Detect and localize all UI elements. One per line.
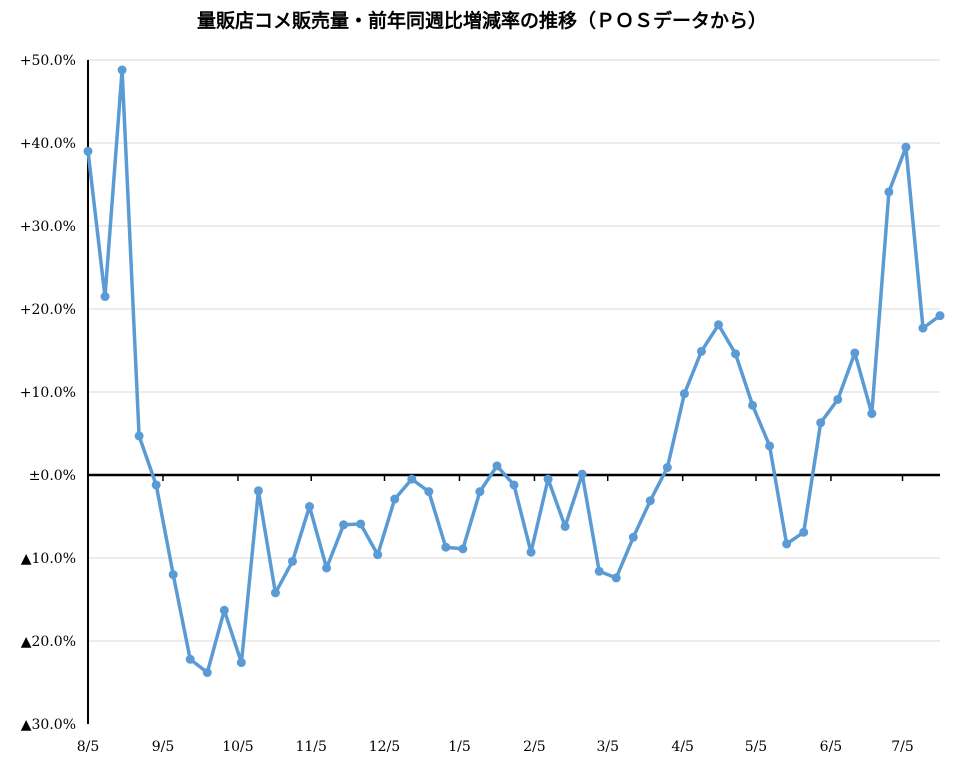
y-tick-label: +50.0% [20, 53, 76, 69]
data-point [782, 539, 792, 549]
x-tick-label: 4/5 [671, 739, 694, 755]
x-tick-label: 11/5 [295, 739, 326, 755]
data-point [100, 292, 110, 302]
x-tick-label: 5/5 [745, 739, 768, 755]
data-point [526, 547, 536, 557]
y-tick-label: +40.0% [20, 136, 76, 152]
x-tick-label: 9/5 [152, 739, 175, 755]
data-point [424, 487, 434, 497]
y-tick-label: ▲10.0% [21, 551, 76, 567]
data-point [679, 389, 689, 399]
data-point [339, 520, 349, 530]
data-point [407, 474, 417, 484]
data-point [628, 532, 638, 542]
data-point [594, 566, 604, 576]
data-point [543, 474, 553, 484]
data-point [202, 668, 212, 678]
data-point [645, 496, 655, 506]
data-point [390, 494, 400, 504]
data-point [935, 311, 945, 321]
x-tick-label: 2/5 [523, 739, 546, 755]
data-point [816, 418, 826, 428]
x-tick-label: 7/5 [891, 739, 914, 755]
chart-title: 量販店コメ販売量・前年同週比増減率の推移（ＰＯＳデータから） [196, 10, 767, 32]
data-point [373, 550, 383, 560]
y-tick-label: ▲20.0% [21, 634, 76, 650]
series-line [86, 68, 942, 675]
data-point [287, 556, 297, 566]
data-point [168, 570, 178, 580]
data-point [134, 431, 144, 441]
y-tick-label: +20.0% [20, 302, 76, 318]
data-point [867, 409, 877, 419]
data-point [748, 400, 758, 410]
data-point [731, 349, 741, 359]
data-point [901, 142, 911, 152]
data-point [270, 588, 280, 598]
data-point [611, 573, 621, 583]
x-tick-label: 12/5 [369, 739, 400, 755]
data-point [799, 527, 809, 537]
y-tick-label: +30.0% [20, 219, 76, 235]
data-point [356, 519, 366, 529]
x-tick-label: 1/5 [448, 739, 471, 755]
data-point [833, 394, 843, 404]
data-point [458, 544, 468, 554]
data-point [918, 323, 928, 333]
data-point [884, 187, 894, 197]
y-tick-label: ▲30.0% [21, 717, 76, 733]
data-point [117, 65, 127, 75]
data-point [185, 654, 195, 664]
data-point [475, 487, 485, 497]
data-point [305, 502, 315, 512]
data-point [83, 146, 93, 156]
data-point [765, 441, 775, 451]
data-point [492, 461, 502, 471]
data-point [850, 348, 860, 358]
data-point [253, 486, 263, 496]
x-tick-label: 3/5 [596, 739, 619, 755]
x-tick-label: 6/5 [820, 739, 843, 755]
data-point [560, 521, 570, 531]
data-point [696, 346, 706, 356]
data-point [441, 542, 451, 552]
data-point [151, 480, 161, 490]
y-tick-label: +10.0% [20, 385, 76, 401]
x-tick-label: 10/5 [222, 739, 253, 755]
x-tick-label: 8/5 [77, 739, 100, 755]
data-point [322, 563, 332, 573]
data-point [662, 463, 672, 473]
data-point [509, 480, 519, 490]
data-point [577, 469, 587, 479]
y-tick-label: ±0.0% [29, 468, 76, 484]
data-point [713, 320, 723, 330]
data-point [219, 605, 229, 615]
data-point [236, 658, 246, 668]
